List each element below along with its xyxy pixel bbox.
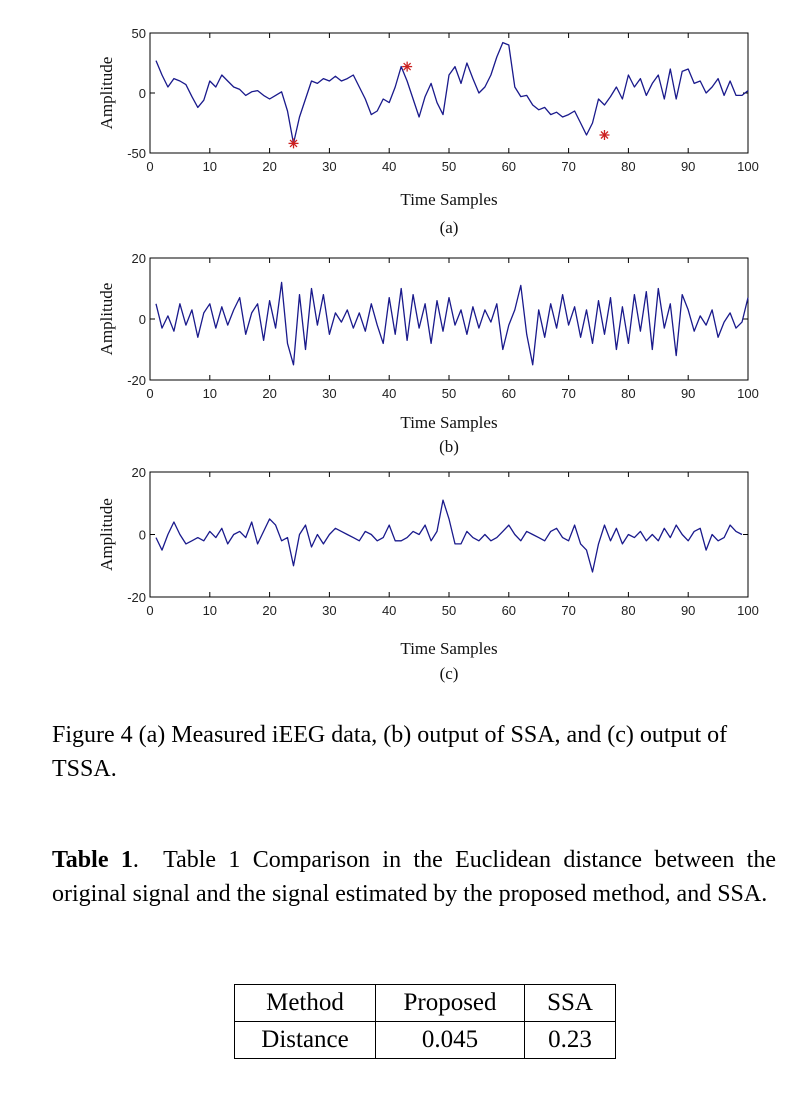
y-axis-label: Amplitude (97, 57, 116, 130)
signal-line (155, 499, 743, 573)
x-tick-label: 0 (146, 386, 153, 401)
table-header-row: Method Proposed SSA (234, 984, 616, 1022)
peak-marker (402, 61, 413, 72)
x-tick-label: 80 (621, 386, 635, 401)
table-cell: 0.045 (375, 1021, 525, 1059)
x-axis-label: Time Samples (400, 413, 497, 432)
x-tick-label: 60 (502, 386, 516, 401)
table-caption-label: Table 1 (52, 847, 133, 873)
y-tick-label: 0 (139, 86, 146, 101)
peak-marker (288, 138, 299, 149)
panel-label: (b) (439, 437, 459, 456)
table-header-cell: SSA (524, 984, 616, 1022)
signal-line (155, 281, 749, 366)
x-tick-label: 0 (146, 159, 153, 174)
panel-label: (c) (440, 664, 459, 683)
x-tick-label: 30 (322, 159, 336, 174)
x-tick-label: 20 (262, 386, 276, 401)
x-tick-label: 100 (737, 386, 759, 401)
x-tick-label: 70 (561, 386, 575, 401)
x-tick-label: 10 (203, 603, 217, 618)
table-caption-text: Table 1 Comparison in the Euclidean dist… (52, 847, 776, 907)
results-table: Method Proposed SSA Distance 0.045 0.23 (234, 984, 616, 1059)
x-tick-label: 30 (322, 603, 336, 618)
x-tick-label: 20 (262, 159, 276, 174)
x-tick-label: 80 (621, 603, 635, 618)
x-axis-label: Time Samples (400, 639, 497, 658)
x-tick-label: 70 (561, 603, 575, 618)
x-tick-label: 60 (502, 603, 516, 618)
x-tick-label: 50 (442, 603, 456, 618)
plot-frame (149, 471, 749, 598)
table-cell: Distance (234, 1021, 376, 1059)
y-tick-label: -20 (127, 373, 146, 388)
table-cell: 0.23 (524, 1021, 616, 1059)
x-tick-label: 100 (737, 159, 759, 174)
x-tick-label: 40 (382, 386, 396, 401)
y-tick-label: -50 (127, 146, 146, 161)
y-tick-label: 50 (132, 26, 146, 41)
table-header-cell: Proposed (375, 984, 525, 1022)
x-tick-label: 60 (502, 159, 516, 174)
y-axis-label: Amplitude (97, 498, 116, 571)
x-tick-label: 50 (442, 386, 456, 401)
table-header-cell: Method (234, 984, 376, 1022)
y-tick-label: 20 (132, 251, 146, 266)
x-tick-label: 70 (561, 159, 575, 174)
x-tick-label: 50 (442, 159, 456, 174)
x-tick-label: 10 (203, 386, 217, 401)
x-tick-label: 80 (621, 159, 635, 174)
x-axis-label: Time Samples (400, 190, 497, 209)
figure-caption: Figure 4 (a) Measured iEEG data, (b) out… (52, 722, 728, 782)
table-row: Distance 0.045 0.23 (234, 1021, 616, 1059)
y-tick-label: 0 (139, 312, 146, 327)
plot-frame (149, 32, 749, 154)
x-tick-label: 90 (681, 386, 695, 401)
y-tick-label: 0 (139, 528, 146, 543)
y-tick-label: -20 (127, 590, 146, 605)
x-tick-label: 100 (737, 603, 759, 618)
x-tick-label: 90 (681, 159, 695, 174)
x-tick-label: 30 (322, 386, 336, 401)
x-tick-label: 40 (382, 603, 396, 618)
x-tick-label: 20 (262, 603, 276, 618)
x-tick-label: 0 (146, 603, 153, 618)
x-tick-label: 10 (203, 159, 217, 174)
y-axis-label: Amplitude (97, 283, 116, 356)
signal-line (155, 41, 749, 145)
table-caption: Table 1. Table 1 Comparison in the Eucli… (52, 847, 776, 907)
x-tick-label: 90 (681, 603, 695, 618)
x-tick-label: 40 (382, 159, 396, 174)
peak-marker (599, 130, 610, 140)
panel-label: (a) (440, 218, 459, 237)
y-tick-label: 20 (132, 465, 146, 480)
plot-frame (149, 257, 749, 381)
